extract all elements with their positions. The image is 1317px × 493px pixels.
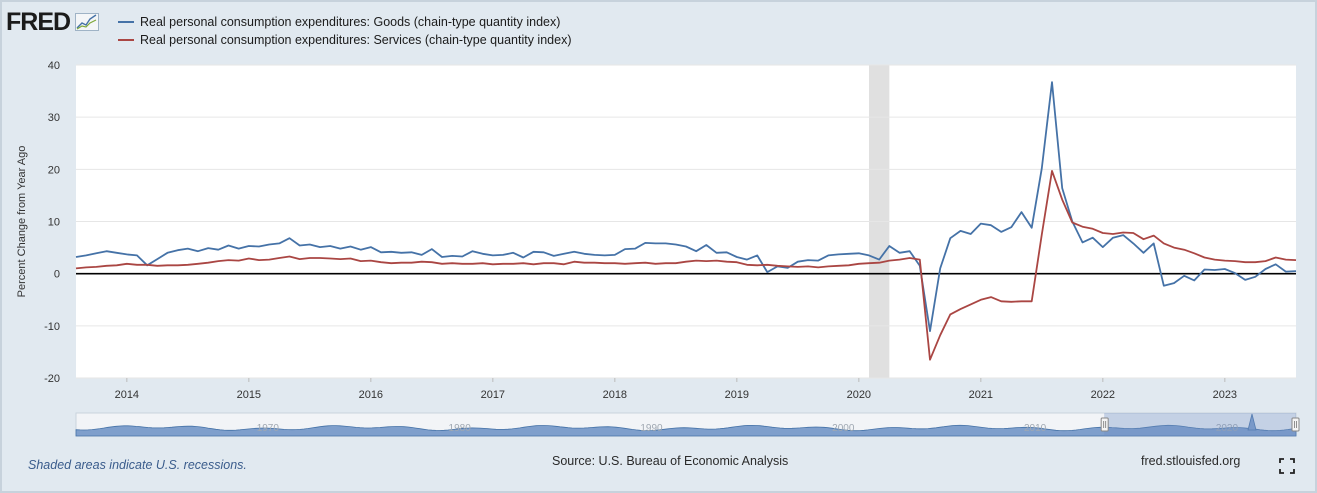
y-tick-label: 20 [48, 164, 60, 176]
navigator-tick-label: 1990 [640, 423, 663, 434]
legend-item-goods[interactable]: Real personal consumption expenditures: … [118, 13, 571, 31]
x-tick-label: 2018 [603, 389, 627, 401]
x-tick-label: 2023 [1213, 389, 1237, 401]
series-line-goods [75, 81, 1297, 333]
navigator-tick-label: 1980 [449, 423, 472, 434]
legend-item-services[interactable]: Real personal consumption expenditures: … [118, 31, 571, 49]
y-tick-label: -20 [44, 373, 60, 385]
legend-swatch-services [118, 39, 134, 41]
recession-note: Shaded areas indicate U.S. recessions. [28, 458, 247, 472]
source-note: Source: U.S. Bureau of Economic Analysis [552, 454, 789, 468]
legend-label-services: Real personal consumption expenditures: … [140, 33, 572, 47]
y-tick-label: 0 [54, 269, 60, 281]
fullscreen-icon[interactable] [1279, 458, 1295, 474]
legend-swatch-goods [118, 21, 134, 23]
navigator-handle-right[interactable] [1291, 417, 1300, 432]
chart-legend: Real personal consumption expenditures: … [118, 13, 571, 49]
x-tick-label: 2014 [115, 389, 139, 401]
x-tick-label: 2020 [847, 389, 871, 401]
x-tick-label: 2021 [969, 389, 993, 401]
x-tick-label: 2015 [237, 389, 261, 401]
series-line-services [75, 169, 1297, 361]
navigator-tick-label: 2020 [1216, 423, 1239, 434]
navigator-handle-left[interactable] [1100, 417, 1109, 432]
x-tick-label: 2017 [481, 389, 505, 401]
navigator-selection [1104, 413, 1296, 436]
fred-logo[interactable]: FRED [6, 8, 99, 37]
y-tick-label: 30 [48, 112, 60, 124]
site-link[interactable]: fred.stlouisfed.org [1141, 454, 1241, 468]
x-tick-label: 2016 [359, 389, 383, 401]
navigator-series [75, 424, 1297, 437]
y-tick-label: -10 [44, 321, 60, 333]
navigator-tick-label: 2010 [1024, 423, 1047, 434]
y-tick-label: 10 [48, 217, 60, 229]
legend-label-goods: Real personal consumption expenditures: … [140, 15, 561, 29]
y-tick-label: 40 [48, 60, 60, 72]
x-tick-label: 2019 [725, 389, 749, 401]
fred-graph-icon [74, 13, 99, 31]
y-axis-title: Percent Change from Year Ago [16, 146, 28, 298]
navigator-tick-label: 1970 [257, 423, 280, 434]
fred-logo-text: FRED [6, 8, 71, 36]
x-tick-label: 2022 [1091, 389, 1115, 401]
navigator-series-spike [1247, 413, 1257, 431]
navigator-tick-label: 2000 [832, 423, 855, 434]
